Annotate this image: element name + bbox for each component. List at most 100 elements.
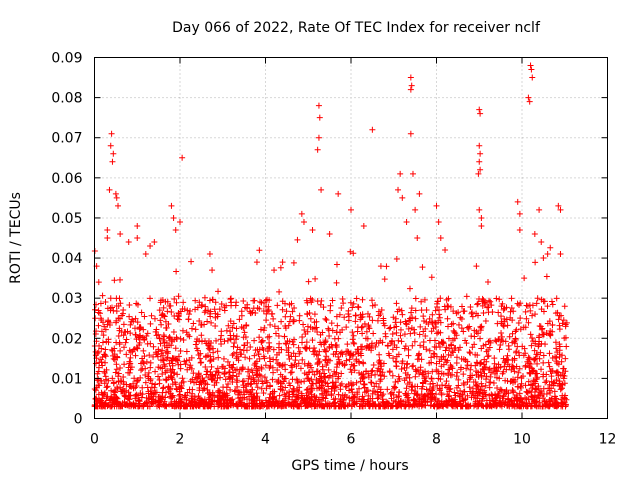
data-point bbox=[500, 368, 507, 375]
data-point bbox=[183, 403, 190, 410]
data-point bbox=[234, 344, 241, 351]
data-point bbox=[553, 345, 560, 352]
data-point bbox=[172, 345, 179, 352]
data-point bbox=[491, 367, 498, 374]
data-point bbox=[230, 320, 237, 327]
data-point bbox=[412, 307, 419, 314]
data-point bbox=[208, 319, 215, 326]
data-point bbox=[192, 297, 199, 304]
data-point bbox=[348, 206, 354, 213]
data-point bbox=[306, 401, 313, 408]
data-point bbox=[543, 330, 550, 337]
data-point bbox=[344, 341, 351, 348]
data-point bbox=[520, 373, 527, 380]
data-point bbox=[230, 361, 237, 368]
data-point bbox=[434, 403, 441, 410]
data-point bbox=[563, 343, 570, 350]
data-point bbox=[491, 360, 498, 367]
data-point bbox=[168, 309, 175, 316]
data-point bbox=[201, 321, 208, 328]
data-point bbox=[110, 307, 117, 314]
data-point bbox=[198, 338, 205, 345]
data-point bbox=[175, 353, 182, 360]
y-tick-label: 0.02 bbox=[51, 331, 82, 347]
data-point bbox=[278, 403, 285, 410]
data-point bbox=[156, 403, 163, 410]
data-point bbox=[100, 332, 107, 339]
data-point bbox=[100, 392, 107, 398]
data-point bbox=[443, 344, 450, 351]
data-point bbox=[340, 300, 347, 307]
data-point bbox=[326, 332, 333, 339]
data-point bbox=[126, 302, 133, 309]
data-point bbox=[557, 251, 564, 258]
data-point bbox=[269, 364, 276, 371]
data-point bbox=[147, 390, 154, 397]
data-point bbox=[350, 362, 357, 369]
data-point bbox=[460, 328, 467, 335]
data-point bbox=[398, 366, 405, 373]
data-point bbox=[335, 335, 342, 342]
data-point bbox=[553, 400, 560, 407]
data-point bbox=[474, 390, 481, 397]
data-point bbox=[234, 377, 241, 384]
data-point bbox=[539, 403, 546, 410]
data-point bbox=[546, 350, 553, 357]
data-point bbox=[463, 403, 470, 410]
data-point bbox=[394, 308, 401, 315]
data-point bbox=[276, 349, 283, 356]
data-point bbox=[373, 380, 380, 387]
data-point bbox=[463, 293, 470, 300]
data-point bbox=[511, 357, 518, 364]
data-point bbox=[227, 386, 234, 393]
data-point bbox=[387, 324, 394, 331]
data-point bbox=[546, 363, 553, 370]
data-point bbox=[177, 403, 184, 410]
data-point bbox=[392, 378, 399, 385]
data-point bbox=[256, 334, 263, 341]
data-point bbox=[411, 326, 418, 333]
data-point bbox=[107, 295, 114, 302]
data-point bbox=[283, 402, 290, 409]
data-point bbox=[233, 325, 240, 332]
data-point bbox=[243, 347, 250, 354]
data-point bbox=[543, 371, 550, 378]
data-point bbox=[420, 369, 427, 376]
data-point bbox=[130, 318, 137, 325]
data-point bbox=[475, 371, 482, 378]
data-point bbox=[264, 348, 271, 355]
data-point bbox=[257, 298, 264, 305]
data-point bbox=[225, 380, 232, 387]
data-point bbox=[173, 268, 180, 275]
data-point bbox=[365, 343, 372, 350]
data-point bbox=[257, 326, 264, 333]
data-point bbox=[102, 352, 109, 359]
data-point bbox=[478, 380, 485, 387]
data-point bbox=[174, 386, 181, 393]
data-point bbox=[354, 324, 361, 331]
data-point bbox=[350, 250, 357, 257]
data-point bbox=[187, 378, 194, 385]
data-point bbox=[436, 314, 443, 321]
data-point bbox=[366, 325, 373, 332]
data-point bbox=[484, 278, 491, 285]
data-point bbox=[302, 330, 309, 337]
data-point bbox=[546, 401, 553, 408]
data-point bbox=[392, 319, 399, 326]
data-point bbox=[434, 382, 441, 389]
data-point bbox=[103, 366, 110, 373]
data-point bbox=[134, 319, 141, 326]
data-point bbox=[359, 330, 366, 337]
data-point bbox=[152, 397, 159, 404]
data-point bbox=[559, 403, 566, 410]
data-point bbox=[496, 335, 503, 342]
data-point bbox=[508, 366, 515, 373]
data-point bbox=[215, 369, 222, 376]
data-point bbox=[498, 313, 505, 320]
data-point bbox=[476, 360, 483, 367]
data-point bbox=[501, 318, 508, 325]
data-point bbox=[305, 278, 312, 285]
data-point bbox=[300, 396, 307, 403]
data-point bbox=[174, 371, 181, 378]
data-point bbox=[475, 300, 482, 307]
